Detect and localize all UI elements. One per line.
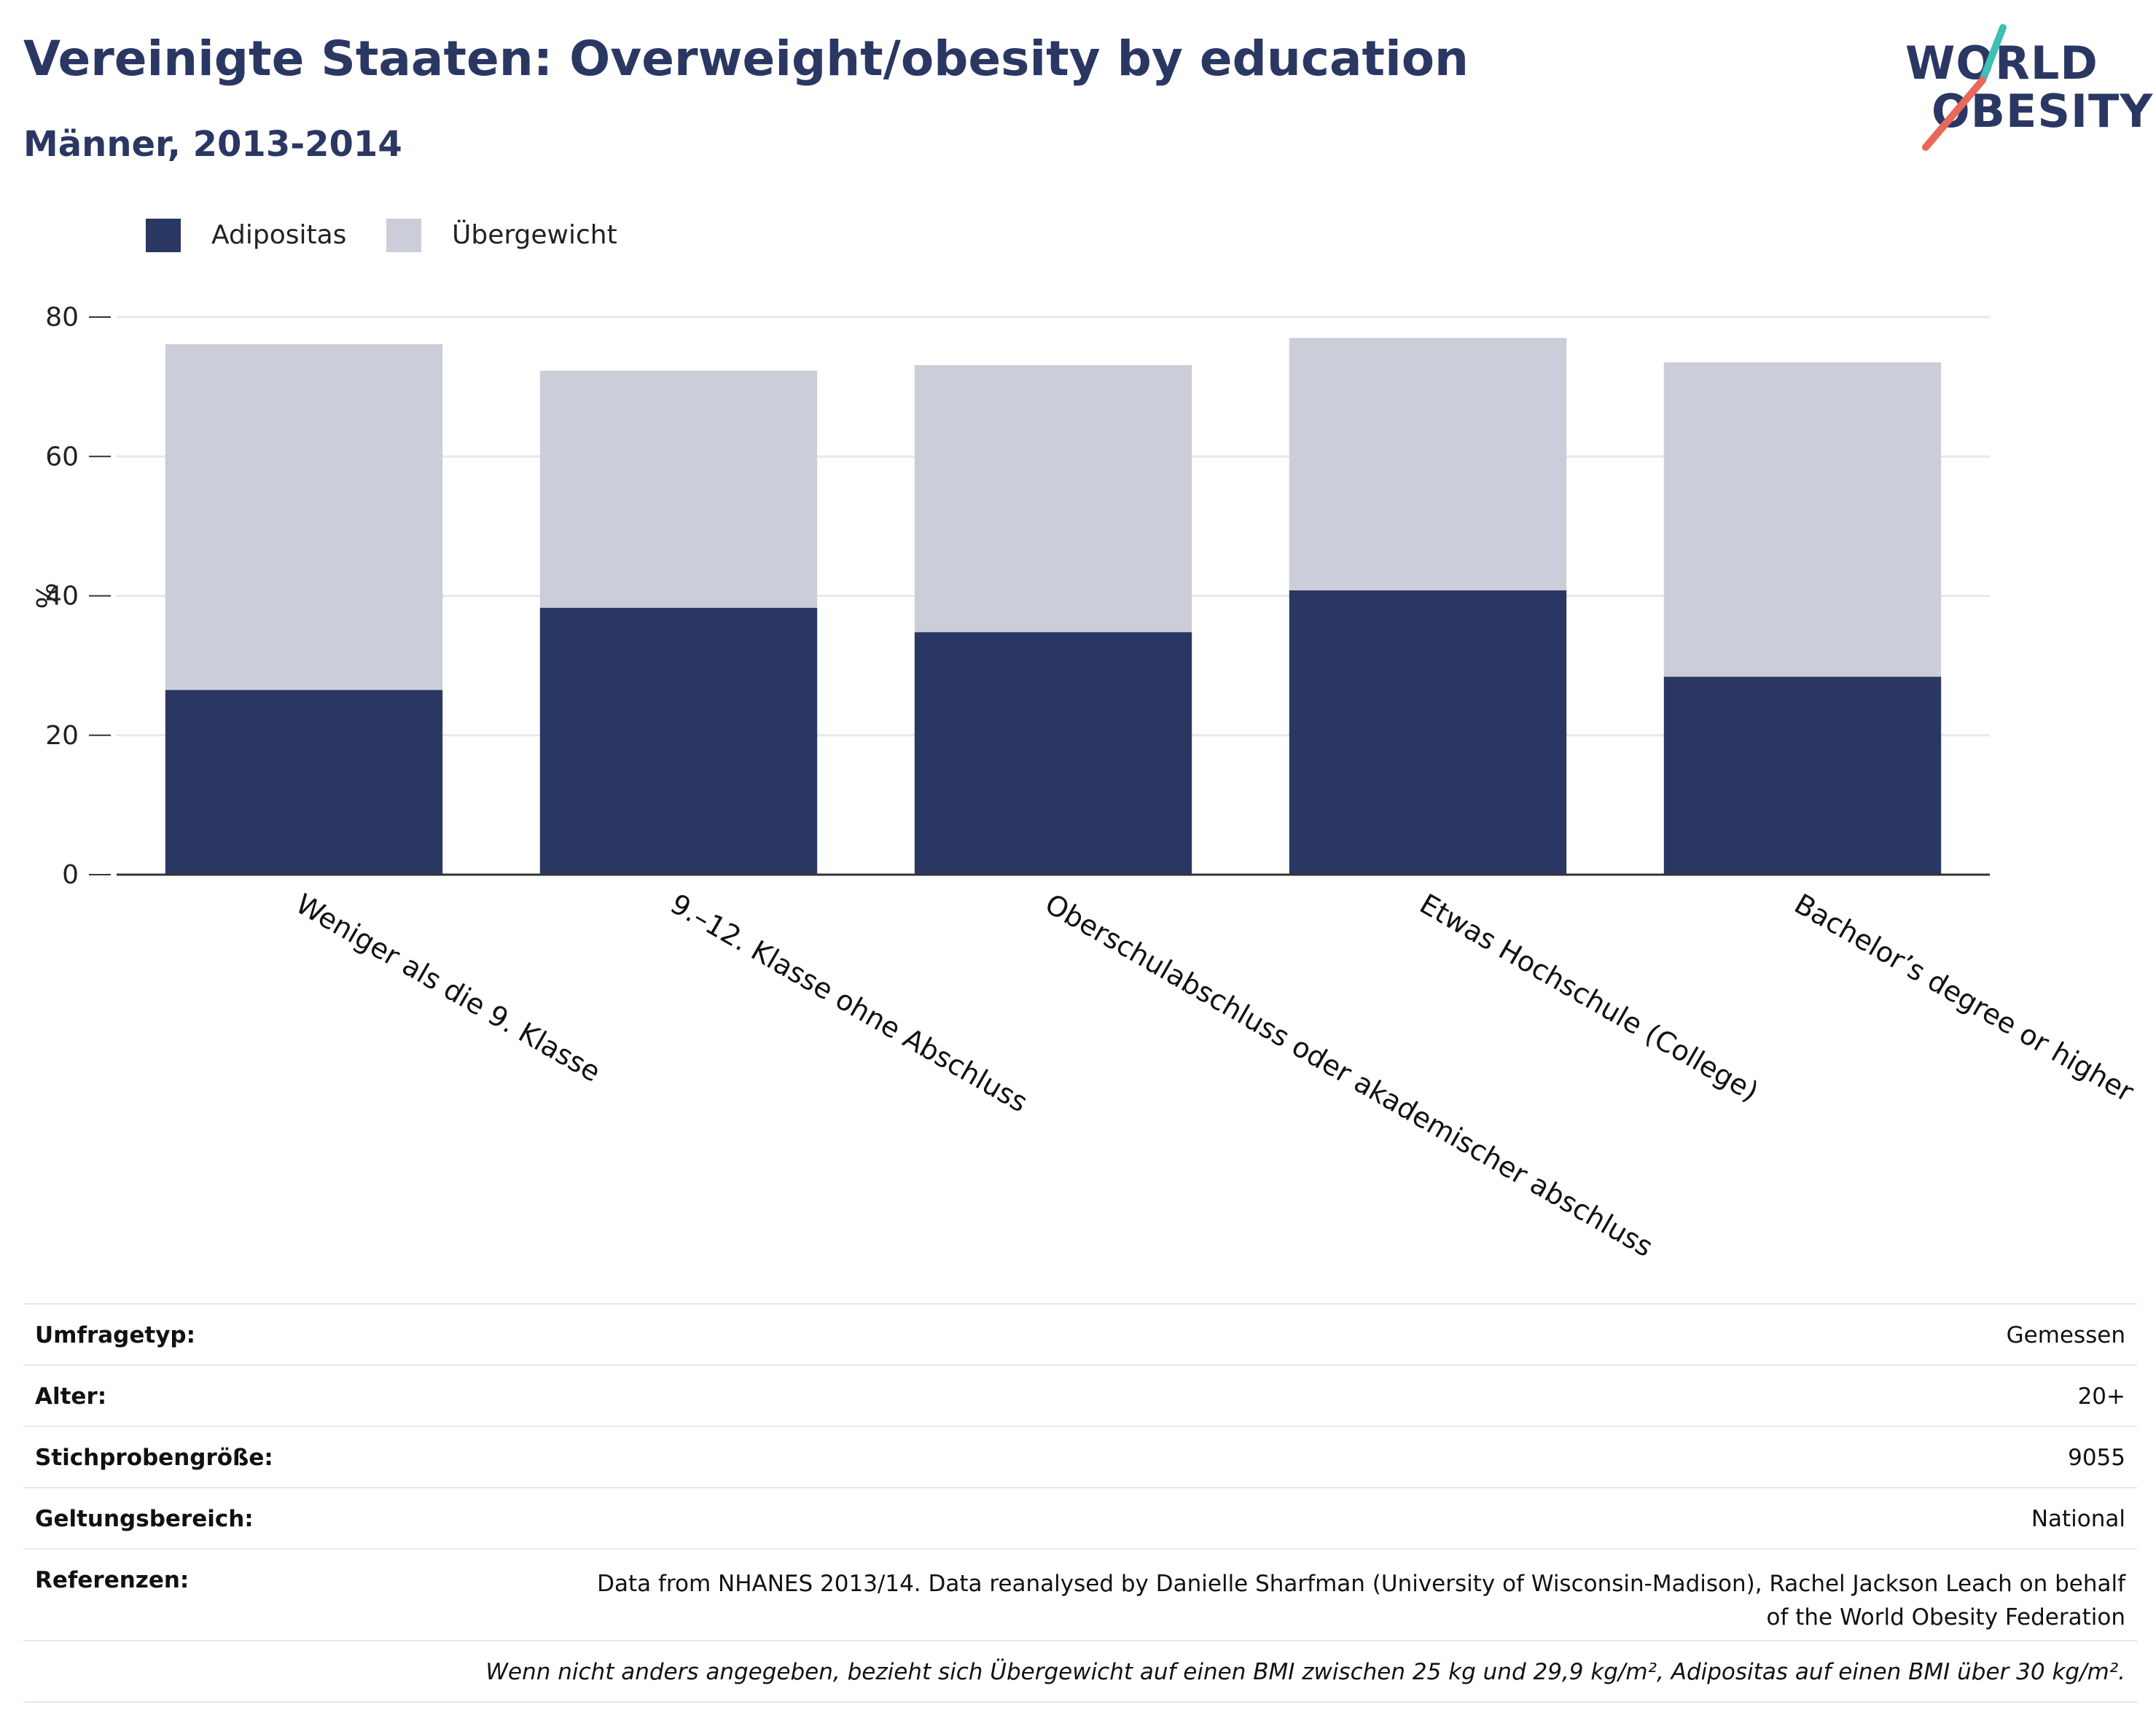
page-title: Vereinigte Staaten: Overweight/obesity b… <box>23 31 1469 87</box>
legend-label-overweight: Übergewicht <box>452 220 617 250</box>
bar-obesity <box>539 607 818 875</box>
y-tick-label: 0 <box>62 860 79 890</box>
info-label: Geltungsbereich: <box>35 1506 254 1532</box>
y-tick-label: 60 <box>45 442 79 472</box>
bar-overweight <box>1663 362 1942 677</box>
y-axis-label: % <box>31 582 63 609</box>
info-label: Umfragetyp: <box>35 1322 195 1348</box>
definition-note: Wenn nicht anders angegeben, bezieht sic… <box>485 1659 2125 1685</box>
bar-overweight <box>914 364 1192 633</box>
bar-obesity <box>1663 676 1942 875</box>
x-tick-label: 9.–12. Klasse ohne Abschluss <box>665 888 1034 1119</box>
info-value: Gemessen <box>2006 1322 2125 1348</box>
y-tick-label: 20 <box>45 721 79 751</box>
bar-obesity <box>1289 590 1567 875</box>
logo-slash-icon <box>1922 24 2007 151</box>
info-label: Stichprobengröße: <box>35 1445 273 1471</box>
info-row-age: Alter: 20+ <box>23 1364 2137 1426</box>
x-tick-label: Etwas Hochschule (College) <box>1415 888 1764 1108</box>
logo-text-world: WORLD <box>1905 36 2098 90</box>
info-row-scope: Geltungsbereich: National <box>23 1487 2137 1548</box>
bar-overweight <box>165 344 443 690</box>
legend-swatch-obesity <box>146 219 181 252</box>
info-note: Wenn nicht anders angegeben, bezieht sic… <box>23 1640 2137 1703</box>
world-obesity-logo[interactable]: WORLD OBESITY <box>1902 22 2152 153</box>
references-line-2: of the World Obesity Federation <box>1766 1604 2125 1630</box>
info-value: National <box>2031 1506 2125 1532</box>
x-tick-label: Bachelor’s degree or higher <box>1789 888 2140 1109</box>
info-row-survey-type: Umfragetyp: Gemessen <box>23 1303 2137 1364</box>
legend-swatch-overweight <box>386 219 421 252</box>
bar-overweight <box>539 370 818 608</box>
y-tick-label: 80 <box>45 302 79 332</box>
info-value-references: Data from NHANES 2013/14. Data reanalyse… <box>597 1567 2125 1634</box>
info-value: 20+ <box>2077 1383 2125 1410</box>
info-label: Alter: <box>35 1383 107 1410</box>
legend-label-obesity: Adipositas <box>211 220 347 250</box>
y-tick-label: 40 <box>45 582 79 612</box>
info-value: 9055 <box>2068 1445 2125 1471</box>
x-tick-label: Oberschulabschluss oder akademischer abs… <box>1040 888 1659 1263</box>
x-tick-label: Weniger als die 9. Klasse <box>291 888 606 1088</box>
bar-overweight <box>1289 337 1567 590</box>
info-row-references: Referenzen: Data from NHANES 2013/14. Da… <box>23 1548 2137 1640</box>
page-subtitle: Männer, 2013-2014 <box>23 124 402 165</box>
bar-chart: 0 20 40 60 80% Weniger als die 9. Klasse 9.–12… <box>31 302 2140 1263</box>
references-line-1: Data from NHANES 2013/14. Data reanalyse… <box>597 1571 2125 1597</box>
bar-obesity <box>165 690 443 875</box>
info-row-sample-size: Stichprobengröße: 9055 <box>23 1426 2137 1487</box>
info-table: Umfragetyp: Gemessen Alter: 20+ Stichpro… <box>23 1303 2137 1703</box>
info-label: Referenzen: <box>35 1567 190 1593</box>
bar-obesity <box>914 632 1192 875</box>
